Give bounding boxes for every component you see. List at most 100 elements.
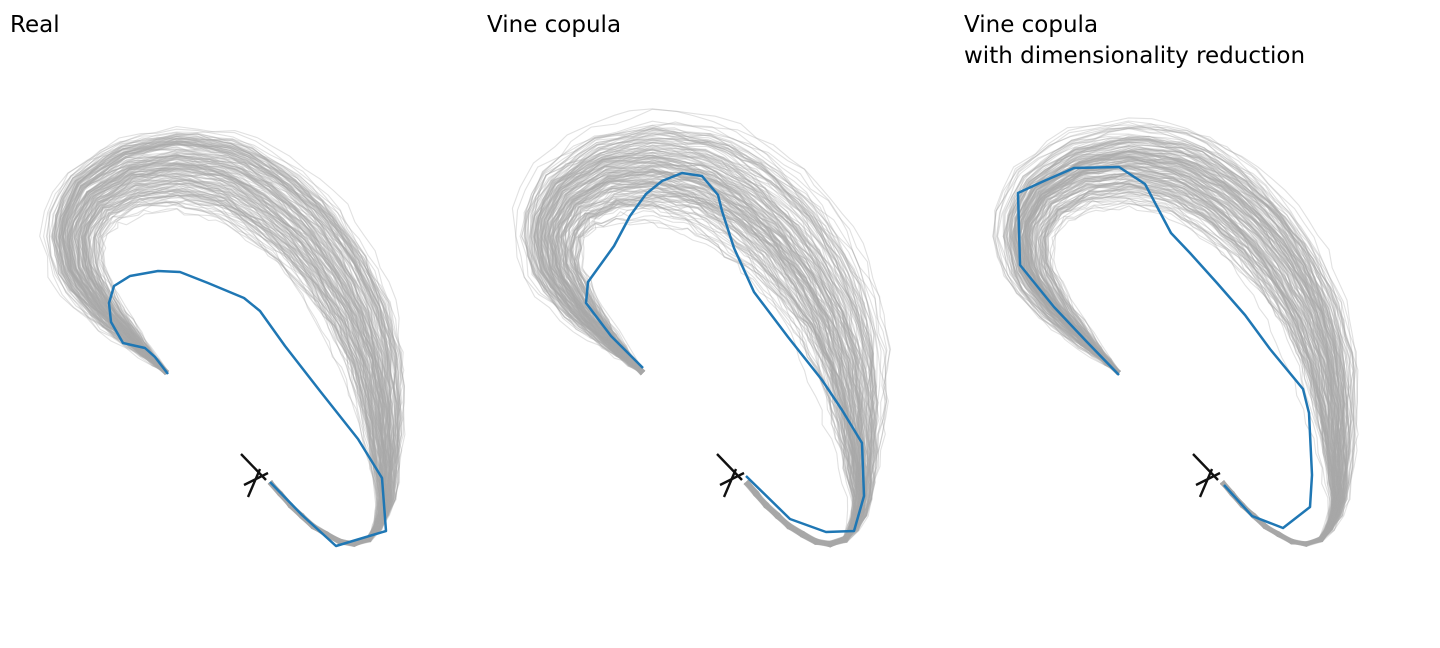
background-curve (1008, 155, 1348, 546)
background-curve (1039, 186, 1333, 544)
background-curve (66, 174, 387, 543)
background-curve (89, 189, 385, 543)
background-curve (1044, 200, 1336, 547)
background-curve (67, 159, 391, 546)
background-curve (1016, 160, 1350, 546)
background-curve (88, 195, 388, 544)
background-curve (1010, 123, 1344, 545)
background-curve (1018, 149, 1350, 545)
background-curve (1028, 167, 1338, 544)
background-curve (1043, 195, 1337, 545)
background-curve (574, 184, 864, 547)
background-curve (560, 185, 860, 546)
background-curve (1023, 159, 1334, 544)
background-curve (539, 133, 862, 543)
background-curve (54, 141, 397, 547)
background-curve (1026, 162, 1356, 545)
background-curve (81, 182, 387, 546)
background-curve (1024, 164, 1340, 545)
background-curve (1018, 145, 1334, 547)
background-curve (1003, 133, 1349, 546)
background-curve (523, 120, 877, 544)
background-curve (562, 183, 860, 548)
background-curve (1029, 172, 1336, 546)
background-curve (62, 148, 397, 546)
background-curve (541, 156, 859, 547)
background-curve (98, 182, 380, 545)
background-curve (531, 154, 872, 548)
background-curve (70, 157, 386, 545)
cross-marker-stroke (1198, 468, 1214, 498)
background-curve (68, 149, 388, 545)
background-curve (533, 157, 872, 544)
background-curve (66, 140, 384, 544)
background-curve (1044, 200, 1334, 545)
panel-title-vine-copula: Vine copula (487, 12, 622, 38)
background-curve (580, 195, 855, 544)
background-curve (1019, 167, 1340, 547)
background-curve (77, 172, 386, 546)
background-curve (581, 205, 860, 543)
background-curve (1018, 169, 1342, 544)
background-curve (1004, 127, 1341, 543)
background-curve (566, 201, 858, 544)
background-curve (562, 193, 855, 545)
background-curve (83, 167, 386, 544)
background-curve (57, 135, 390, 544)
background-curve (91, 190, 385, 545)
background-curve (556, 182, 859, 544)
background-curve (1029, 172, 1338, 547)
background-curve (60, 150, 401, 545)
background-curve (997, 126, 1343, 545)
background-curve (1025, 167, 1337, 546)
background-curve (61, 154, 390, 546)
background-curve (1043, 194, 1334, 546)
background-curve (79, 179, 379, 546)
background-curve (547, 148, 878, 548)
background-curve (528, 151, 866, 546)
background-curve (548, 175, 863, 545)
background-curve (992, 135, 1343, 544)
background-curve (560, 176, 858, 545)
background-curve (533, 155, 862, 545)
background-curve (1031, 184, 1333, 546)
background-curve (529, 127, 871, 546)
background-curve (73, 163, 388, 545)
background-curve (1010, 141, 1346, 547)
background-curve (1021, 175, 1344, 545)
background-curve (87, 173, 384, 547)
background-curve (39, 136, 391, 544)
background-curve (54, 146, 386, 546)
background-curve (569, 199, 858, 546)
background-curve (77, 168, 385, 543)
background-curve (1013, 150, 1342, 544)
background-curve (534, 138, 878, 547)
background-curve (1034, 171, 1334, 545)
background-curve (77, 166, 388, 543)
background-curve (1015, 155, 1344, 546)
background-curve (543, 147, 876, 545)
background-curve (1025, 167, 1335, 545)
background-curve (551, 181, 874, 547)
background-curve (81, 188, 382, 543)
background-curve (81, 194, 387, 545)
background-curve (1009, 138, 1337, 543)
background-curve (1032, 171, 1337, 546)
background-curve (1018, 150, 1359, 544)
background-curve (1018, 152, 1357, 543)
background-curve (101, 208, 386, 546)
background-curve (1022, 150, 1337, 547)
background-curve (1022, 162, 1339, 546)
background-curve (1038, 185, 1337, 545)
background-curve (64, 137, 392, 544)
background-curve (1015, 156, 1336, 544)
background-curve (83, 179, 381, 544)
background-curve (67, 156, 406, 545)
background-curve (1025, 173, 1339, 546)
background-curve (564, 163, 863, 545)
background-curve (1013, 145, 1355, 545)
background-curve (56, 143, 399, 545)
background-curve (1030, 181, 1337, 544)
background-curve (1035, 172, 1337, 546)
background-curve (551, 171, 856, 545)
